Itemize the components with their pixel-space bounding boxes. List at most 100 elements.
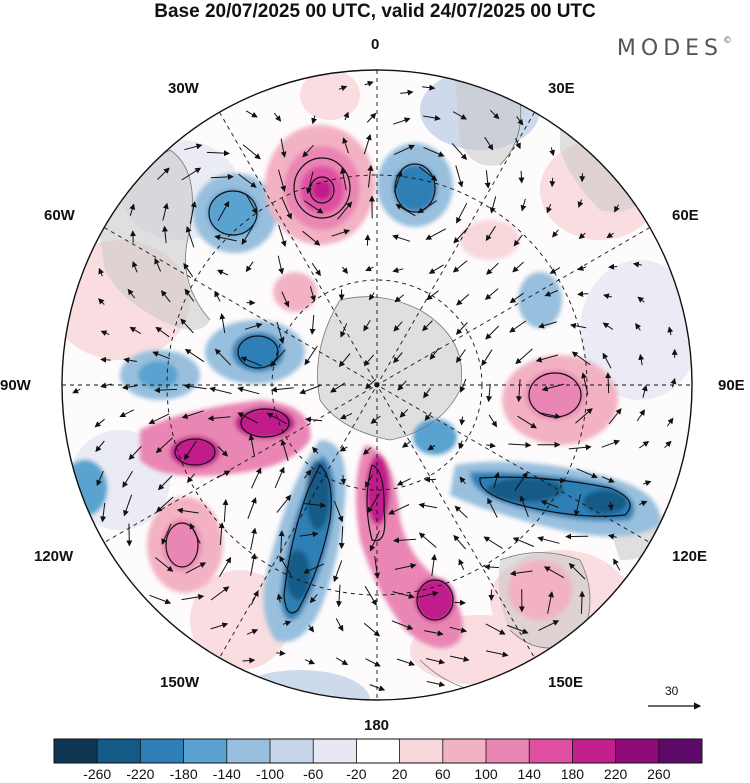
wind-arrow (278, 530, 285, 554)
wind-arrow (184, 143, 203, 151)
wind-arrow (577, 265, 587, 271)
wind-arrow (129, 326, 141, 335)
wind-arrow (100, 502, 107, 523)
colorbar-swatch (572, 739, 617, 763)
wind-arrow (343, 111, 349, 121)
wind-arrow (540, 500, 559, 508)
wind-arrow (607, 501, 614, 511)
colorbar-swatch (183, 739, 228, 763)
wind-arrow (210, 173, 234, 180)
colorbar-swatch (356, 739, 401, 763)
wind-arrow (512, 537, 535, 547)
wind-arrow (632, 261, 642, 268)
wind-arrow (276, 593, 283, 603)
wind-arrow (363, 133, 372, 155)
wind-arrow (340, 323, 348, 338)
wind-arrow (549, 267, 561, 274)
wind-arrow (455, 165, 464, 188)
wind-arrow (608, 408, 622, 425)
wind-arrow (241, 225, 255, 245)
wind-arrow (364, 474, 373, 488)
wind-arrow (154, 387, 178, 394)
wind-arrow (365, 378, 377, 390)
wind-arrow (429, 347, 440, 360)
lon-label-90w: 90W (0, 377, 31, 394)
wind-arrow (549, 177, 556, 188)
colorbar-tick-label: -140 (212, 766, 241, 782)
wind-arrow (312, 446, 319, 454)
wind-arrow (459, 476, 466, 485)
wind-arrow (538, 321, 557, 329)
lon-label-30e: 30E (548, 80, 575, 97)
wind-arrow (305, 171, 314, 194)
wind-arrow (185, 226, 195, 248)
wind-arrow (338, 526, 345, 550)
colorbar-swatch (270, 739, 314, 763)
wind-arrow (338, 353, 351, 368)
wind-arrow (488, 414, 498, 428)
colorbar-tick-label: 220 (603, 766, 628, 782)
wind-arrow (575, 408, 593, 424)
wind-arrow (217, 200, 230, 222)
wind-arrow (154, 557, 174, 572)
wind-arrow (424, 412, 432, 421)
high-anomaly-2 (140, 400, 311, 476)
wind-arrow (486, 383, 493, 403)
wind-arrow (568, 444, 592, 451)
wind-arrow (162, 202, 169, 221)
wind-arrow (452, 111, 468, 120)
wind-arrow (549, 147, 555, 157)
wind-arrow (388, 504, 410, 515)
wind-arrow (94, 418, 105, 428)
wind-arrow (537, 536, 560, 544)
colorbar-swatch (54, 739, 98, 763)
vector-scale-label: 30 (665, 684, 679, 698)
wind-arrow (246, 629, 259, 635)
wind-arrow (333, 560, 343, 583)
wind-arrow (568, 562, 586, 580)
wind-arrow (547, 591, 554, 614)
wind-arrow (458, 440, 464, 450)
wind-arrow (451, 143, 468, 161)
wind-arrow (641, 384, 648, 398)
wind-arrow (449, 626, 468, 634)
wind-arrow (340, 475, 347, 485)
wind-arrow (484, 136, 494, 151)
wind-arrow (393, 170, 403, 193)
wind-arrow (418, 502, 438, 509)
wind-arrow (214, 348, 232, 366)
wind-arrow (299, 531, 319, 538)
wind-arrow (305, 416, 323, 423)
wind-arrow (276, 650, 286, 657)
wind-arrow (217, 446, 229, 457)
wind-arrow (486, 262, 499, 275)
wind-arrow (391, 620, 414, 630)
wind-arrow (484, 170, 491, 189)
low-anomaly-1 (193, 173, 277, 253)
wind-arrow (181, 593, 205, 601)
wind-arrow (425, 658, 446, 665)
wind-arrow (538, 412, 561, 419)
wind-arrow (303, 563, 325, 574)
wind-arrow (571, 351, 591, 366)
wind-arrow (282, 620, 292, 627)
wind-arrow (393, 537, 416, 544)
wind-arrow (516, 116, 524, 126)
wind-arrow (602, 352, 612, 369)
colorbar-tick-label: 20 (391, 766, 408, 782)
wind-arrow (97, 298, 105, 305)
wind-arrow (209, 386, 232, 394)
wind-arrow (606, 232, 614, 239)
wind-arrow (578, 232, 586, 240)
wind-arrow (157, 167, 170, 180)
colorbar-swatch (226, 739, 271, 763)
wind-arrow (155, 437, 173, 454)
wind-arrow (122, 470, 134, 488)
wind-arrow (278, 169, 287, 192)
wind-arrow (281, 291, 290, 308)
wind-arrow (303, 469, 312, 479)
wind-arrow (514, 471, 528, 492)
wind-arrow (210, 586, 230, 601)
wind-arrow (245, 261, 254, 273)
wind-arrow (304, 345, 318, 366)
